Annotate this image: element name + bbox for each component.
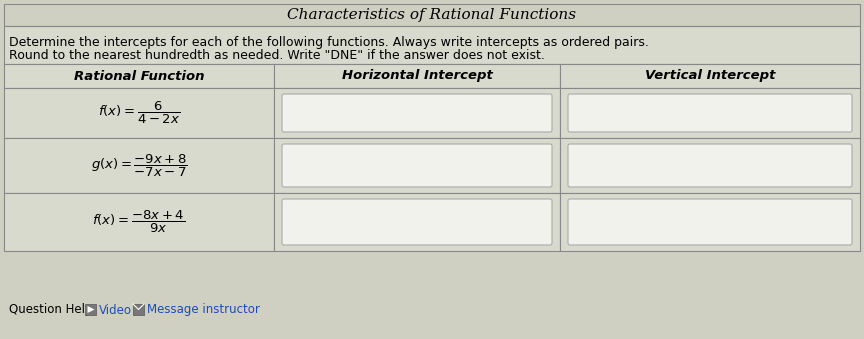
Bar <box>560 64 860 88</box>
Text: $f(x) = \dfrac{6}{4-2x}$: $f(x) = \dfrac{6}{4-2x}$ <box>98 100 180 126</box>
Bar <box>4 4 860 26</box>
Text: Video: Video <box>99 303 132 317</box>
Bar <box>85 304 96 315</box>
Text: Determine the intercepts for each of the following functions. Always write inter: Determine the intercepts for each of the… <box>9 36 649 49</box>
Bar <box>4 26 860 64</box>
Bar <box>274 138 560 193</box>
Text: Horizontal Intercept: Horizontal Intercept <box>341 69 492 82</box>
Text: Vertical Intercept: Vertical Intercept <box>645 69 775 82</box>
FancyBboxPatch shape <box>568 144 852 187</box>
FancyBboxPatch shape <box>282 199 552 245</box>
Bar <box>4 193 274 251</box>
FancyBboxPatch shape <box>568 199 852 245</box>
Text: Characteristics of Rational Functions: Characteristics of Rational Functions <box>288 8 576 22</box>
Bar <box>274 193 560 251</box>
Text: Question Help:: Question Help: <box>9 303 97 317</box>
Polygon shape <box>87 306 94 313</box>
Bar <box>560 138 860 193</box>
Bar <box>560 193 860 251</box>
Text: Round to the nearest hundredth as needed. Write "DNE" if the answer does not exi: Round to the nearest hundredth as needed… <box>9 49 545 62</box>
Bar <box>274 64 560 88</box>
Text: Rational Function: Rational Function <box>73 69 204 82</box>
Bar <box>4 64 274 88</box>
FancyBboxPatch shape <box>282 94 552 132</box>
Text: $g(x) = \dfrac{-9x+8}{-7x-7}$: $g(x) = \dfrac{-9x+8}{-7x-7}$ <box>91 153 187 179</box>
Text: Message instructor: Message instructor <box>147 303 260 317</box>
Bar <box>4 88 274 138</box>
Bar <box>4 138 274 193</box>
Bar <box>560 88 860 138</box>
Bar <box>133 304 144 315</box>
Text: $f(x) = \dfrac{-8x+4}{9x}$: $f(x) = \dfrac{-8x+4}{9x}$ <box>92 209 186 235</box>
FancyBboxPatch shape <box>282 144 552 187</box>
Bar <box>274 88 560 138</box>
FancyBboxPatch shape <box>568 94 852 132</box>
